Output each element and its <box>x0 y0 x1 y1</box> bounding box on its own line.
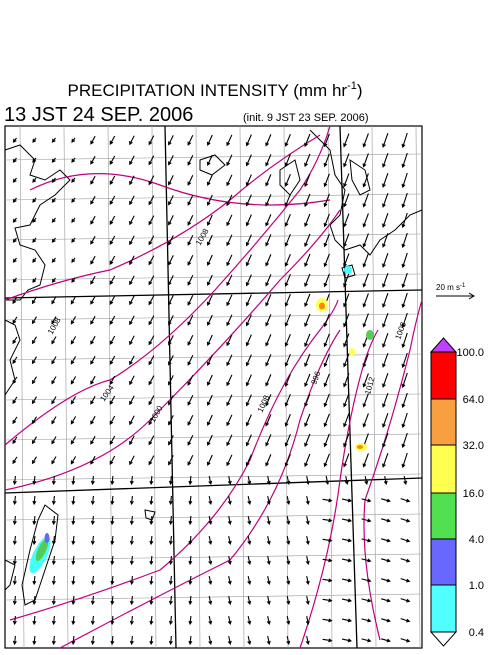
rain-cell <box>44 533 50 543</box>
isobar <box>363 299 423 641</box>
isobar-label: 996 <box>309 370 322 386</box>
precipitation <box>29 266 374 574</box>
island <box>349 158 371 196</box>
coastline <box>309 129 423 256</box>
colorbar-bottom <box>429 631 458 647</box>
rain-cell <box>344 266 352 274</box>
isobar <box>59 329 341 649</box>
title-text: PRECIPITATION INTENSITY (mm hr <box>67 81 347 100</box>
grid-line <box>371 125 377 649</box>
grid-line <box>4 473 423 481</box>
colorbar-label: 4.0 <box>469 534 484 546</box>
rain-cell <box>319 302 325 310</box>
coastlines <box>4 129 423 606</box>
wind-reference-exponent: -1 <box>460 283 466 289</box>
grid-line <box>415 125 421 649</box>
island <box>279 159 301 196</box>
colorbar-swatch <box>430 538 457 586</box>
taiwan <box>21 504 59 606</box>
colorbar-label: 100.0 <box>456 347 484 359</box>
colorbar: 100.0 64.0 32.0 16.0 4.0 1.0 0.4 <box>429 337 484 647</box>
grid-line <box>239 125 245 649</box>
grid-line <box>4 593 423 601</box>
grid-line <box>19 125 25 649</box>
grid-line <box>63 125 69 649</box>
colorbar-swatch <box>430 351 457 400</box>
title-exponent: -1 <box>347 80 357 92</box>
colorbar-label: 16.0 <box>463 488 484 500</box>
rain-cell <box>366 330 374 340</box>
wind-reference-label: 20 m s-1 <box>436 283 466 292</box>
colorbar-swatch <box>430 584 457 633</box>
isobar <box>299 329 379 649</box>
grid-line <box>151 125 157 649</box>
lat-line <box>4 289 423 299</box>
title-close: ) <box>357 81 363 100</box>
isobar <box>4 209 341 491</box>
colorbar-label: 1.0 <box>469 580 484 592</box>
rain-cell <box>35 538 49 562</box>
grid-line <box>195 125 201 649</box>
lon-line <box>164 125 177 649</box>
coastline <box>4 559 16 591</box>
lat-lon-major <box>4 125 423 649</box>
lat-line <box>4 477 423 494</box>
island <box>341 264 356 279</box>
wind-reference-arrow <box>436 292 475 300</box>
isobar <box>4 125 331 446</box>
init-time: (init. 9 JST 23 SEP. 2006) <box>243 112 369 124</box>
grid-line <box>283 125 289 649</box>
isobar <box>29 173 331 206</box>
colorbar-swatch <box>430 398 457 446</box>
valid-time: 13 JST 24 SEP. 2006 <box>4 104 193 126</box>
wind-arrows <box>12 132 411 646</box>
rain-cell <box>349 348 355 356</box>
colorbar-swatch <box>430 492 457 540</box>
colorbar-swatch <box>430 444 457 494</box>
colorbar-label: 32.0 <box>463 440 484 452</box>
title: PRECIPITATION INTENSITY (mm hr-1) <box>67 80 362 100</box>
isobar <box>9 299 339 621</box>
rain-cell <box>357 445 363 449</box>
lon-line <box>339 125 358 649</box>
colorbar-label: 64.0 <box>463 394 484 406</box>
colorbar-labels: 100.0 64.0 32.0 16.0 4.0 1.0 0.4 <box>456 347 484 639</box>
grid-line <box>4 553 423 561</box>
isobars <box>4 125 423 649</box>
wind-reference: 20 m s-1 <box>436 283 475 300</box>
coastline <box>4 144 71 301</box>
isobar <box>4 134 321 301</box>
colorbar-top <box>429 337 458 353</box>
colorbar-label: 0.4 <box>469 627 484 639</box>
wind-reference-text: 20 m s <box>436 283 460 292</box>
